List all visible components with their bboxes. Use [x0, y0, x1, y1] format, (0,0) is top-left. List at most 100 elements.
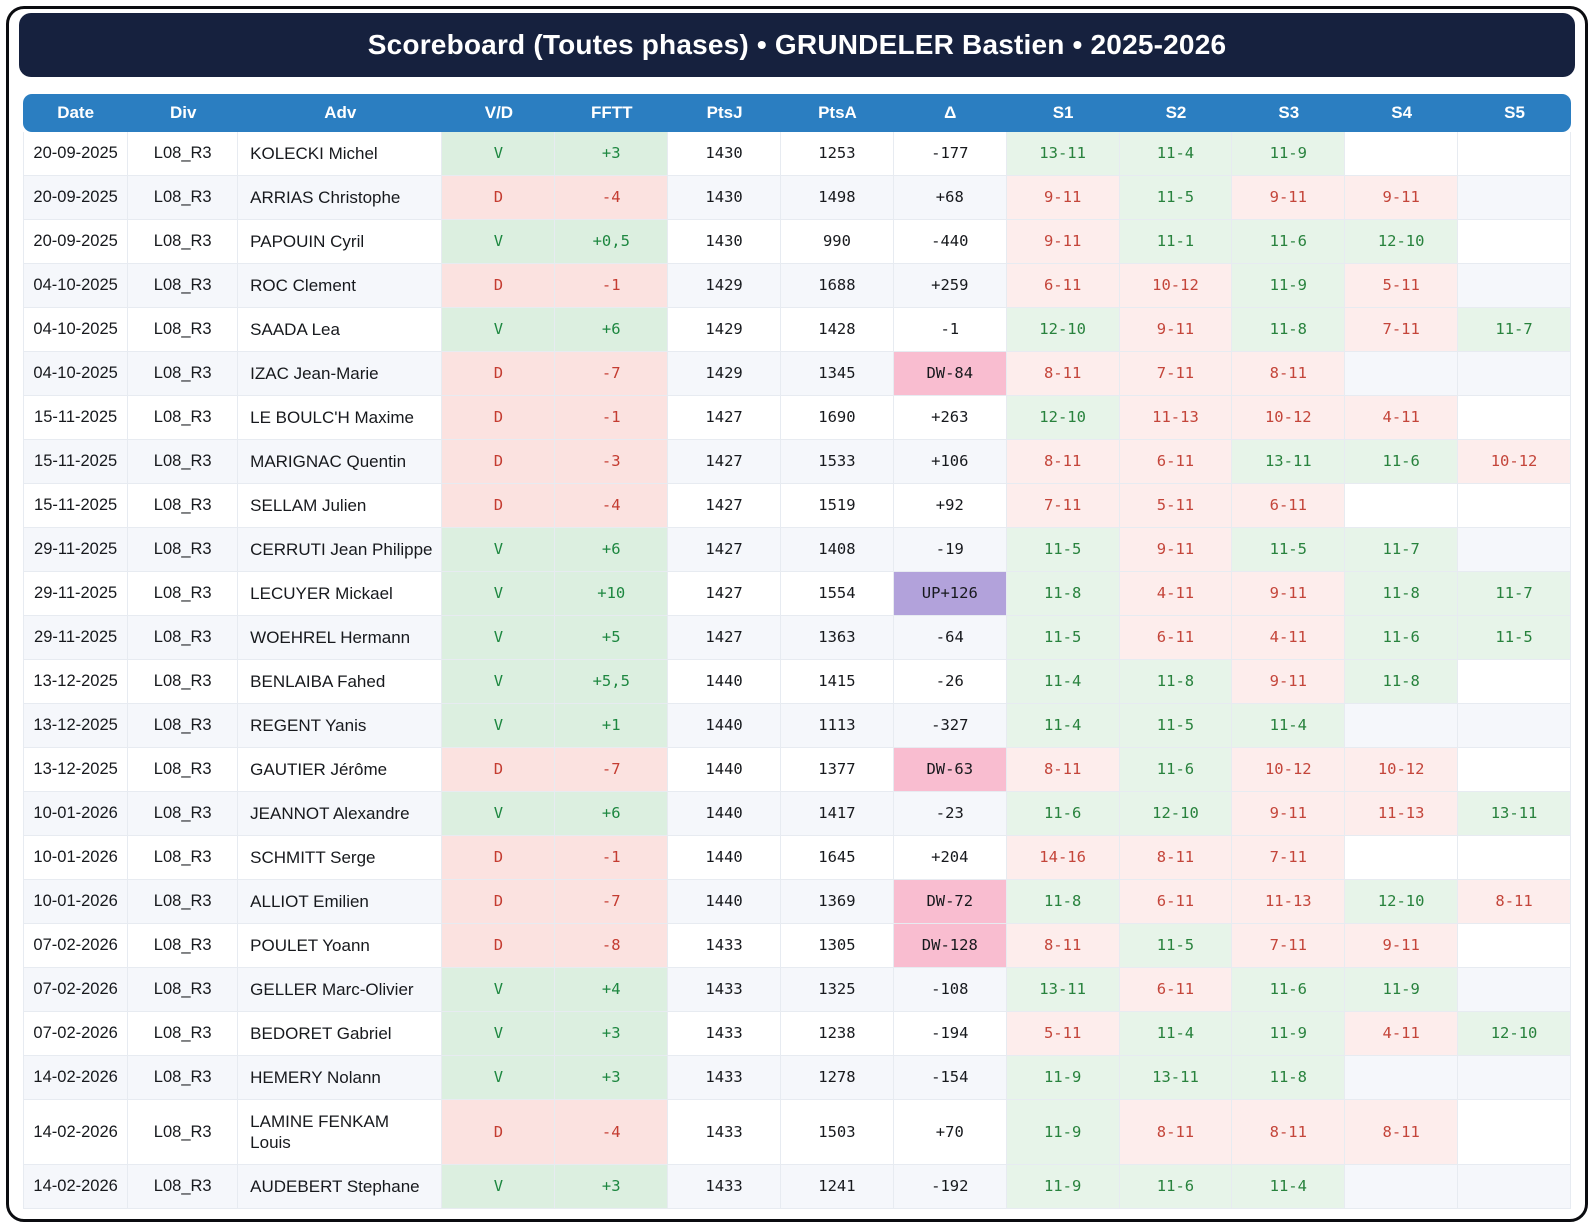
cell-set-s5 — [1458, 132, 1571, 176]
cell-delta: -19 — [893, 528, 1007, 572]
cell-set-s1: 11-8 — [1006, 880, 1120, 924]
cell-fftt-points: -1 — [555, 836, 669, 880]
cell-set-s1: 14-16 — [1006, 836, 1120, 880]
cell-set-s5 — [1458, 968, 1571, 1012]
cell-delta: -23 — [893, 792, 1007, 836]
cell-set-s4: 11-8 — [1345, 572, 1459, 616]
cell-set-s3: 9-11 — [1232, 572, 1346, 616]
cell-division: L08_R3 — [128, 880, 239, 924]
cell-date: 15-11-2025 — [23, 484, 129, 528]
cell-set-s5: 8-11 — [1458, 880, 1571, 924]
cell-player-points: 1433 — [668, 968, 782, 1012]
cell-delta: +92 — [893, 484, 1007, 528]
cell-set-s3: 11-4 — [1232, 1165, 1346, 1209]
cell-set-s5 — [1458, 1056, 1571, 1100]
cell-set-s1: 9-11 — [1006, 220, 1120, 264]
match-row: 13-12-2025 L08_R3 REGENT Yanis V +1 1440 1113-… — [23, 704, 1571, 748]
match-row: 10-01-2026 L08_R3 SCHMITT Serge D -1 1440 1645… — [23, 836, 1571, 880]
column-header-s1: S1 — [1006, 94, 1120, 132]
match-row: 14-02-2026 L08_R3 HEMERY Nolann V +3 1433 1278… — [23, 1056, 1571, 1100]
cell-opponent-points: 1415 — [781, 660, 894, 704]
cell-win-loss: V — [442, 1012, 556, 1056]
cell-set-s4: 11-9 — [1345, 968, 1459, 1012]
cell-division: L08_R3 — [128, 352, 239, 396]
cell-set-s1: 13-11 — [1006, 968, 1120, 1012]
cell-division: L08_R3 — [128, 1165, 239, 1209]
cell-set-s4: 8-11 — [1345, 1100, 1459, 1165]
cell-fftt-points: +3 — [555, 1056, 669, 1100]
cell-fftt-points: +6 — [555, 792, 669, 836]
cell-set-s3: 9-11 — [1232, 176, 1346, 220]
cell-division: L08_R3 — [128, 748, 239, 792]
cell-date: 14-02-2026 — [23, 1165, 129, 1209]
cell-date: 04-10-2025 — [23, 308, 129, 352]
cell-fftt-points: -4 — [555, 484, 669, 528]
cell-player-points: 1440 — [668, 792, 782, 836]
cell-division: L08_R3 — [128, 308, 239, 352]
cell-opponent-points: 990 — [781, 220, 894, 264]
cell-set-s3: 11-6 — [1232, 220, 1346, 264]
cell-set-s2: 11-5 — [1119, 176, 1233, 220]
cell-date: 15-11-2025 — [23, 396, 129, 440]
cell-opponent-points: 1690 — [781, 396, 894, 440]
cell-delta: DW-128 — [893, 924, 1007, 968]
cell-set-s2: 4-11 — [1119, 572, 1233, 616]
cell-date: 07-02-2026 — [23, 1012, 129, 1056]
cell-opponent-points: 1345 — [781, 352, 894, 396]
cell-fftt-points: -1 — [555, 396, 669, 440]
cell-set-s5: 11-5 — [1458, 616, 1571, 660]
cell-opponent: POULET Yoann — [238, 924, 443, 968]
cell-player-points: 1433 — [668, 1165, 782, 1209]
cell-opponent: WOEHREL Hermann — [238, 616, 443, 660]
cell-set-s4: 11-6 — [1345, 616, 1459, 660]
cell-set-s2: 8-11 — [1119, 836, 1233, 880]
cell-opponent: BEDORET Gabriel — [238, 1012, 443, 1056]
cell-set-s3: 11-8 — [1232, 1056, 1346, 1100]
cell-set-s4: 12-10 — [1345, 880, 1459, 924]
cell-date: 14-02-2026 — [23, 1100, 129, 1165]
cell-set-s1: 11-8 — [1006, 572, 1120, 616]
cell-set-s2: 10-12 — [1119, 264, 1233, 308]
cell-set-s5 — [1458, 220, 1571, 264]
cell-set-s5 — [1458, 352, 1571, 396]
cell-date: 20-09-2025 — [23, 176, 129, 220]
cell-set-s3: 7-11 — [1232, 836, 1346, 880]
cell-delta: -440 — [893, 220, 1007, 264]
cell-win-loss: D — [442, 836, 556, 880]
cell-set-s4 — [1345, 484, 1459, 528]
cell-division: L08_R3 — [128, 132, 239, 176]
cell-set-s4 — [1345, 1165, 1459, 1209]
cell-set-s1: 11-5 — [1006, 616, 1120, 660]
cell-opponent: SCHMITT Serge — [238, 836, 443, 880]
cell-set-s1: 8-11 — [1006, 440, 1120, 484]
cell-set-s4: 4-11 — [1345, 396, 1459, 440]
cell-set-s3: 9-11 — [1232, 792, 1346, 836]
cell-date: 10-01-2026 — [23, 792, 129, 836]
cell-set-s4: 11-6 — [1345, 440, 1459, 484]
cell-win-loss: V — [442, 1056, 556, 1100]
cell-player-points: 1429 — [668, 352, 782, 396]
match-row: 20-09-2025 L08_R3 KOLECKI Michel V +3 1430 125… — [23, 132, 1571, 176]
cell-set-s1: 11-9 — [1006, 1165, 1120, 1209]
cell-opponent-points: 1241 — [781, 1165, 894, 1209]
cell-set-s4: 11-13 — [1345, 792, 1459, 836]
cell-opponent: BENLAIBA Fahed — [238, 660, 443, 704]
cell-opponent: SELLAM Julien — [238, 484, 443, 528]
cell-division: L08_R3 — [128, 924, 239, 968]
cell-opponent-points: 1503 — [781, 1100, 894, 1165]
cell-set-s2: 6-11 — [1119, 880, 1233, 924]
match-row: 29-11-2025 L08_R3 CERRUTI Jean Philippe V +6… — [23, 528, 1571, 572]
cell-opponent-points: 1417 — [781, 792, 894, 836]
cell-set-s5 — [1458, 528, 1571, 572]
cell-set-s4 — [1345, 132, 1459, 176]
cell-delta: -192 — [893, 1165, 1007, 1209]
match-row: 13-12-2025 L08_R3 GAUTIER Jérôme D -7 1440 137… — [23, 748, 1571, 792]
cell-win-loss: D — [442, 748, 556, 792]
cell-opponent-points: 1554 — [781, 572, 894, 616]
cell-set-s2: 9-11 — [1119, 528, 1233, 572]
cell-set-s2: 8-11 — [1119, 1100, 1233, 1165]
cell-player-points: 1427 — [668, 484, 782, 528]
cell-date: 29-11-2025 — [23, 528, 129, 572]
cell-fftt-points: -1 — [555, 264, 669, 308]
cell-player-points: 1430 — [668, 132, 782, 176]
